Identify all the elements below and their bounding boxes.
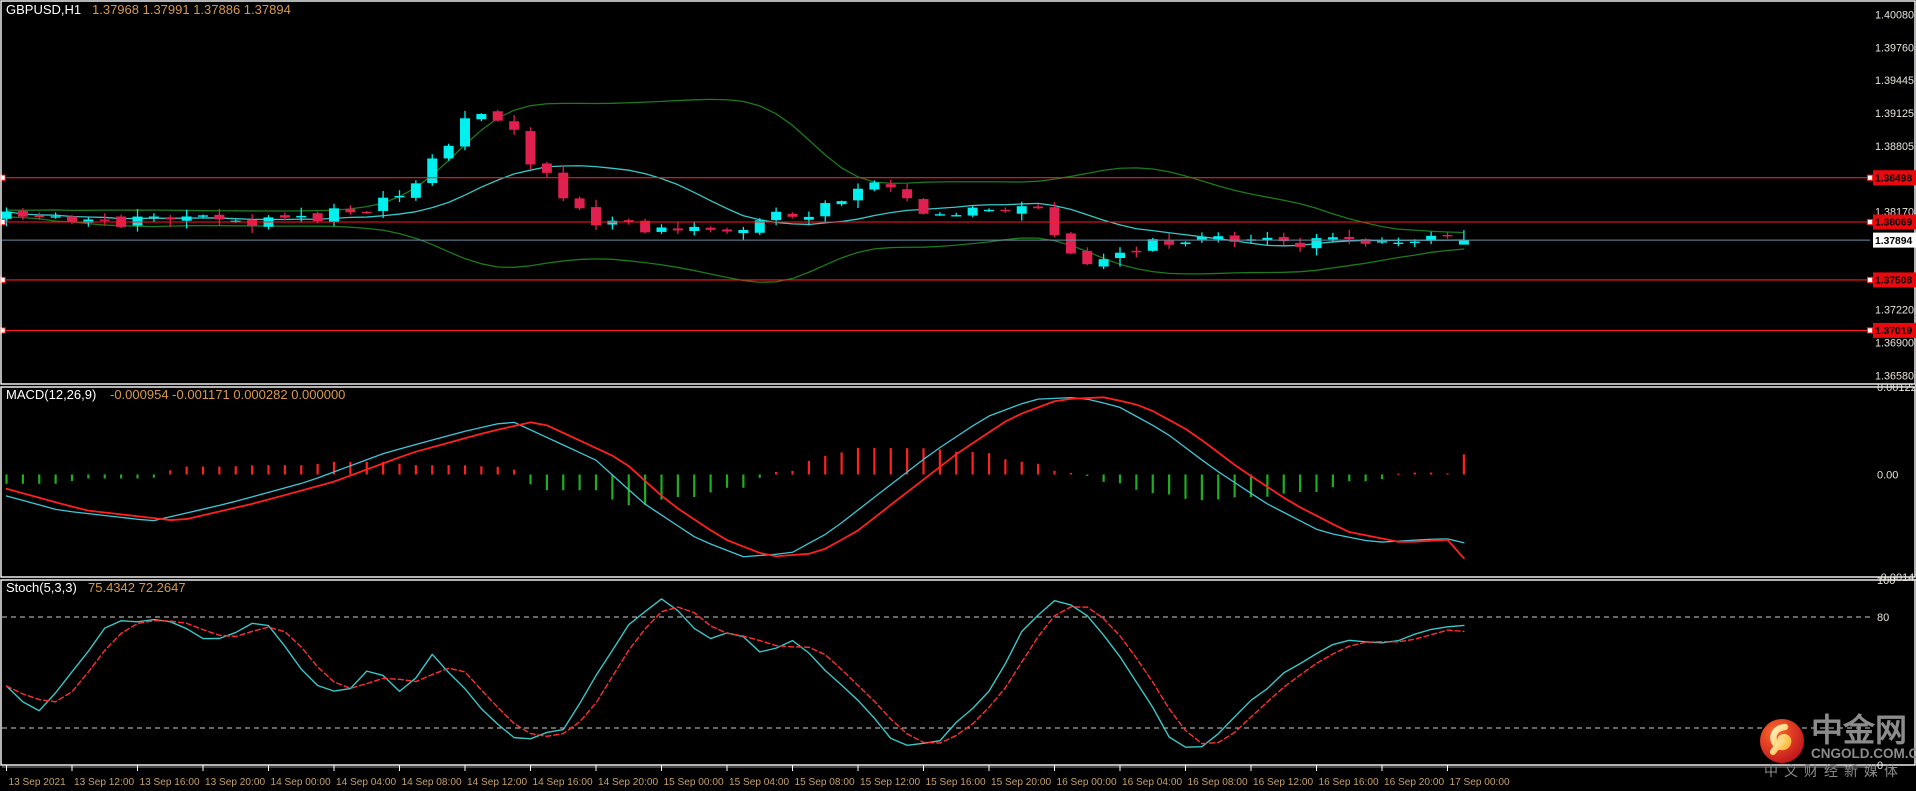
svg-text:15 Sep 16:00: 15 Sep 16:00: [926, 777, 986, 788]
svg-text:1.39125: 1.39125: [1875, 108, 1914, 120]
svg-text:GBPUSD,H1: GBPUSD,H1: [6, 2, 81, 17]
svg-text:15 Sep 20:00: 15 Sep 20:00: [991, 777, 1051, 788]
svg-text:16 Sep 16:00: 16 Sep 16:00: [1319, 777, 1379, 788]
svg-text:16 Sep 00:00: 16 Sep 00:00: [1057, 777, 1117, 788]
svg-text:100: 100: [1877, 575, 1895, 587]
svg-text:1.39760: 1.39760: [1875, 42, 1914, 54]
svg-text:MACD(12,26,9): MACD(12,26,9): [6, 387, 96, 402]
svg-text:1.37968 1.37991 1.37886 1.3789: 1.37968 1.37991 1.37886 1.37894: [92, 2, 291, 17]
svg-text:1.37508: 1.37508: [1875, 276, 1912, 287]
svg-text:1.36900: 1.36900: [1875, 338, 1914, 350]
svg-text:13 Sep 2021: 13 Sep 2021: [9, 777, 67, 788]
svg-text:1.37019: 1.37019: [1875, 326, 1912, 337]
svg-text:15 Sep 04:00: 15 Sep 04:00: [729, 777, 789, 788]
svg-text:17 Sep 00:00: 17 Sep 00:00: [1450, 777, 1510, 788]
svg-text:1.38805: 1.38805: [1875, 141, 1914, 153]
svg-text:1.37894: 1.37894: [1875, 236, 1912, 247]
svg-text:14 Sep 12:00: 14 Sep 12:00: [467, 777, 527, 788]
svg-text:80: 80: [1877, 612, 1889, 624]
svg-text:0.00: 0.00: [1877, 469, 1898, 481]
svg-text:14 Sep 20:00: 14 Sep 20:00: [598, 777, 658, 788]
svg-text:14 Sep 00:00: 14 Sep 00:00: [271, 777, 331, 788]
svg-text:中金网: 中金网: [1811, 712, 1907, 748]
svg-text:-0.000954 -0.001171 0.000282 0: -0.000954 -0.001171 0.000282 0.000000: [110, 387, 345, 402]
svg-text:1.39445: 1.39445: [1875, 75, 1914, 87]
svg-text:16 Sep 04:00: 16 Sep 04:00: [1122, 777, 1182, 788]
svg-text:13 Sep 20:00: 13 Sep 20:00: [205, 777, 265, 788]
svg-text:14 Sep 16:00: 14 Sep 16:00: [533, 777, 593, 788]
svg-text:75.4342 72.2647: 75.4342 72.2647: [88, 580, 186, 595]
svg-text:Stoch(5,3,3): Stoch(5,3,3): [6, 580, 77, 595]
svg-text:1.38069: 1.38069: [1875, 218, 1912, 229]
svg-text:14 Sep 08:00: 14 Sep 08:00: [402, 777, 462, 788]
svg-text:中文财经新媒体: 中文财经新媒体: [1764, 763, 1904, 779]
svg-text:1.37220: 1.37220: [1875, 305, 1914, 317]
svg-text:15 Sep 00:00: 15 Sep 00:00: [664, 777, 724, 788]
svg-text:14 Sep 04:00: 14 Sep 04:00: [336, 777, 396, 788]
svg-text:15 Sep 08:00: 15 Sep 08:00: [795, 777, 855, 788]
svg-text:0.001223: 0.001223: [1877, 382, 1916, 394]
svg-text:15 Sep 12:00: 15 Sep 12:00: [860, 777, 920, 788]
svg-text:16 Sep 20:00: 16 Sep 20:00: [1384, 777, 1444, 788]
svg-text:1.38498: 1.38498: [1875, 173, 1912, 184]
svg-text:13 Sep 12:00: 13 Sep 12:00: [74, 777, 134, 788]
svg-text:1.36580: 1.36580: [1875, 371, 1914, 383]
svg-text:16 Sep 08:00: 16 Sep 08:00: [1188, 777, 1248, 788]
svg-text:13 Sep 16:00: 13 Sep 16:00: [140, 777, 200, 788]
svg-text:1.40080: 1.40080: [1875, 9, 1914, 21]
svg-text:16 Sep 12:00: 16 Sep 12:00: [1253, 777, 1313, 788]
svg-text:CNGOLD.COM.CN: CNGOLD.COM.CN: [1811, 746, 1916, 761]
